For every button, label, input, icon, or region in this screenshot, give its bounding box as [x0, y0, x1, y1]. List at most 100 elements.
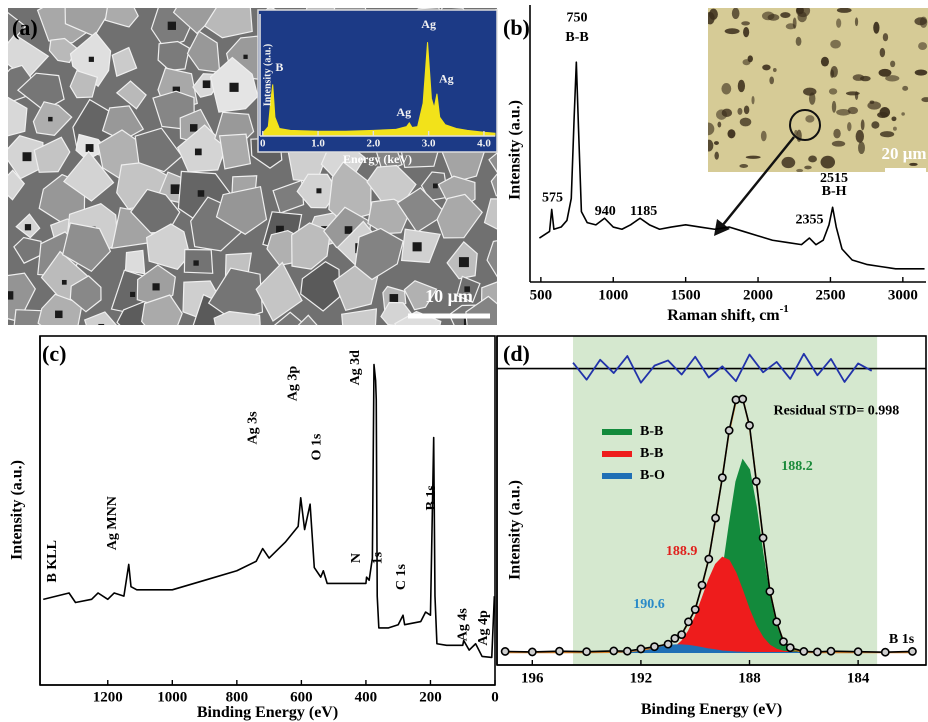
optical-spot	[741, 21, 750, 26]
data-point	[663, 639, 673, 649]
legend-label: B-B	[640, 446, 663, 461]
panel-label: (c)	[42, 341, 66, 366]
grain	[341, 308, 378, 325]
x-tick-label: 184	[847, 670, 870, 686]
grain-pit	[55, 310, 63, 319]
grain	[354, 227, 404, 281]
optical-spot	[869, 100, 875, 104]
optical-spot	[772, 67, 777, 73]
data-point	[704, 554, 714, 564]
optical-spot	[836, 8, 852, 13]
x-tick-label: 800	[226, 689, 249, 705]
grain-pit	[458, 257, 469, 268]
data-point	[772, 617, 782, 627]
x-axis-label-superscript: -1	[780, 303, 789, 315]
x-tick-label: 2.0	[366, 138, 380, 150]
grain-pit	[502, 255, 509, 262]
grain	[8, 96, 28, 137]
grain-pit	[61, 279, 67, 285]
optical-spot	[714, 151, 719, 160]
annotation: B-B	[565, 30, 588, 45]
optical-spot	[859, 75, 871, 82]
grain	[69, 275, 102, 313]
optical-spot	[836, 18, 842, 28]
data-point	[765, 587, 775, 596]
grain	[48, 37, 78, 64]
grain	[300, 260, 341, 312]
annotation: Ag	[439, 71, 454, 85]
optical-spot	[743, 105, 750, 115]
legend-label: B-B	[640, 424, 663, 439]
optical-spot	[751, 95, 755, 105]
x-tick-label: 1000	[157, 689, 187, 705]
x-axis-label: Raman shift, cm-1	[667, 303, 789, 324]
data-point	[650, 642, 659, 652]
optical-spot	[847, 106, 859, 115]
optical-spot	[878, 68, 892, 77]
grain	[213, 310, 261, 325]
grain	[488, 152, 497, 173]
data-point	[785, 643, 795, 653]
data-point	[500, 647, 510, 656]
plot-frame	[39, 335, 496, 686]
optical-spot	[760, 130, 767, 142]
grain-pit	[48, 116, 53, 122]
data-point	[717, 473, 727, 483]
annotation: 575	[542, 191, 563, 206]
grain-pit	[276, 225, 284, 234]
optical-spot	[716, 109, 727, 120]
grain-pit	[202, 80, 211, 89]
scale-bar-label: 10 μm	[425, 286, 473, 306]
optical-spot	[830, 39, 841, 49]
optical-spot	[847, 122, 852, 132]
grain	[134, 127, 183, 173]
optical-spot	[792, 17, 797, 29]
grain	[8, 272, 36, 323]
grain	[186, 30, 221, 74]
grain	[115, 80, 147, 110]
optical-spot	[855, 129, 864, 143]
optical-spot	[709, 8, 718, 20]
grain-pit	[22, 152, 32, 162]
optical-spot	[909, 162, 918, 166]
x-tick-label: 2500	[815, 287, 845, 303]
grain	[111, 46, 138, 78]
grain-pit	[389, 294, 399, 303]
grain	[124, 249, 146, 275]
annotation: 2355	[795, 213, 823, 228]
annotation: 188.9	[666, 544, 698, 559]
x-tick-label: 200	[419, 689, 442, 705]
annotation: Ag 4p	[476, 610, 491, 646]
annotation: 188.2	[781, 459, 813, 474]
data-point	[853, 647, 863, 657]
data-point	[758, 533, 768, 543]
grain	[203, 8, 253, 39]
grain-pit	[193, 260, 199, 266]
annotation: Residual STD= 0.998	[773, 404, 899, 419]
x-tick-label: 500	[530, 287, 553, 303]
data-point	[880, 647, 890, 657]
grain	[16, 72, 65, 112]
annotation: 2515	[820, 171, 848, 186]
optical-spot	[708, 122, 715, 136]
grain-pit	[88, 56, 94, 62]
annotation: Ag MNN	[105, 496, 120, 550]
optical-spot	[885, 75, 900, 82]
x-axis-label-text: Energy (keV)	[343, 152, 412, 166]
data-point	[684, 617, 693, 627]
x-tick-label: 0	[491, 689, 499, 705]
legend-label: B-O	[640, 468, 665, 483]
optical-spot	[739, 117, 752, 127]
y-axis-label: Intensity (a.u.)	[262, 44, 273, 107]
annotation: Ag 3d	[348, 350, 363, 386]
optical-spot	[830, 65, 838, 78]
optical-spot	[805, 115, 815, 123]
data-point	[690, 605, 700, 614]
optical-spot	[737, 79, 746, 93]
grain-pit	[170, 184, 181, 195]
highlight-circle	[789, 109, 821, 141]
grain-pit	[98, 323, 105, 325]
annotation: B-H	[822, 184, 847, 199]
annotation: N	[349, 553, 364, 563]
